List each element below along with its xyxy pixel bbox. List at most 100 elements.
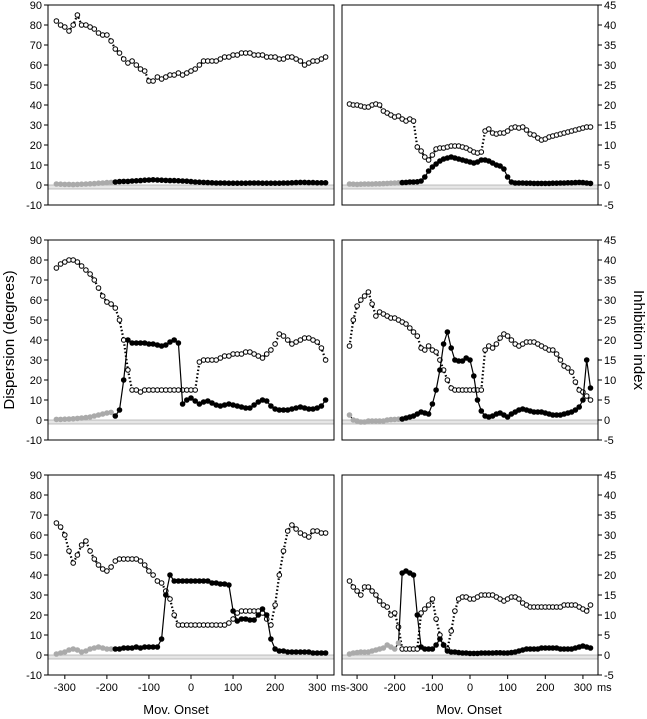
left-tick-label: 70 [30,510,42,522]
inhibition-point [361,293,368,299]
inhibition-point [365,584,372,590]
dispersion-point [504,174,511,180]
right-tick-label: 25 [604,315,616,327]
dispersion-point [263,398,270,404]
right-tick-label: 0 [604,650,610,662]
inhibition-point [280,333,287,339]
inhibition-point [422,606,428,612]
x-tick-label: -100 [421,682,443,694]
inhibition-point [425,602,432,608]
x-tick-label: 200 [266,682,284,694]
left-tick-label: 0 [36,650,42,662]
left-tick-label: 50 [30,550,42,562]
right-tick-label: 30 [604,530,616,542]
left-tick-label: 20 [30,375,42,387]
inhibition-point [516,596,522,602]
dispersion-point [429,164,436,170]
left-tick-label: 0 [36,180,42,192]
dispersion-point [501,166,507,172]
dispersion-point [108,409,114,416]
inhibition-point [587,124,594,130]
dispersion-point [120,377,127,383]
inhibition-point [116,50,123,56]
dispersion-point [580,397,586,403]
panel-frame [47,4,335,206]
inhibition-point [150,78,156,84]
inhibition-point [150,572,156,578]
x-tick-label: 0 [188,682,194,694]
inhibition-point [66,548,72,554]
inhibition-point [452,608,458,614]
x-tick-label: 100 [224,682,242,694]
inhibition-point [358,592,364,598]
left-tick-label: 20 [30,610,42,622]
dispersion-point [391,646,398,652]
dispersion-point [422,174,428,180]
inhibition-point [433,616,439,622]
inhibition-point [74,259,81,265]
x-tick-label: 200 [536,682,554,694]
inhibition-point [376,102,383,108]
baseline-band [47,654,335,660]
inhibition-point [354,588,360,594]
x-tick-label: -300 [54,682,76,694]
inhibition-point [83,267,89,273]
inhibition-point [523,127,530,133]
dispersion-point [587,180,594,187]
inhibition-point [158,580,165,586]
right-tick-label: 30 [604,295,616,307]
inhibition-point [276,572,283,578]
inhibition-point [418,148,424,154]
right-tick-label: 10 [604,610,616,622]
inhibition-point [192,387,198,393]
right-tick-label: 35 [604,40,616,52]
dispersion-point [188,395,194,401]
inhibition-point [429,152,436,158]
inhibition-point [104,568,110,574]
inhibition-point [478,149,485,155]
left-tick-label: 50 [30,315,42,327]
left-tick-label: 70 [30,40,42,52]
dispersion-point [380,645,387,651]
dispersion-point [125,337,131,343]
inhibition-point [583,393,590,399]
inhibition-point [587,602,594,608]
left-tick-label: -10 [26,200,42,212]
dispersion-point [171,337,177,343]
dispersion-line [349,570,591,655]
dispersion-point [467,357,473,363]
inhibition-point [99,293,106,299]
inhibition-point [395,113,402,119]
inhibition-point [95,562,102,568]
panel-frame [341,239,599,441]
dispersion-point [175,340,182,346]
left-tick-label: 80 [30,490,42,502]
dispersion-point [395,640,402,646]
right-tick-label: 25 [604,550,616,562]
dispersion-point [425,168,432,174]
dispersion-line [56,573,326,655]
inhibition-point [314,339,321,345]
inhibition-point [62,24,68,30]
dispersion-point [444,329,451,335]
dispersion-point [448,345,455,351]
dispersion-point [322,397,329,403]
inhibition-point [373,313,379,319]
inhibition-point [112,46,119,52]
left-tick-label: -10 [26,670,42,682]
inhibition-line [55,522,326,628]
inhibition-point [583,608,590,614]
right-tick-label: 20 [604,335,616,347]
inhibition-point [376,598,383,604]
inhibition-point [141,68,148,74]
inhibition-point [425,343,432,349]
left-tick-label: 10 [30,160,42,172]
dispersion-point [346,412,353,418]
inhibition-point [120,56,127,62]
right-tick-label: 40 [604,255,616,267]
inhibition-point [259,355,266,361]
inhibition-line [348,289,592,401]
left-axis-title: Dispersion (degrees) [1,270,18,409]
x-tick-label: 300 [574,682,592,694]
inhibition-point [146,568,152,574]
